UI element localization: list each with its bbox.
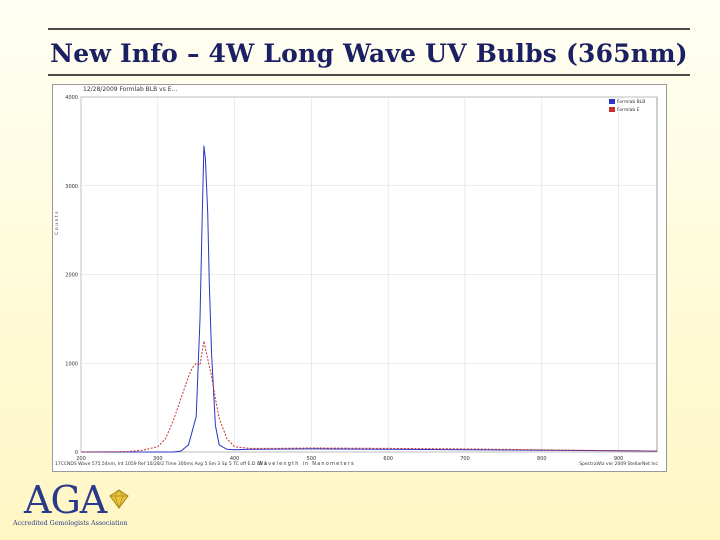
status-bar-left: 17CCNDS Wave 575.54nm, Int 1059 Ref 10/2… [55,462,268,467]
x-tick-label: 600 [383,456,393,462]
x-axis-label: Wavelength in Nanometers [258,461,355,467]
gem-icon [109,489,129,509]
screenshot-header: 12/28/2009 Formlab BLB vs E... [83,86,178,93]
y-tick-label: 4000 [65,95,78,101]
y-tick-label: 2000 [65,273,78,279]
slide-title: New Info – 4W Long Wave UV Bulbs (365nm) [50,39,688,68]
legend-swatch [609,99,615,104]
legend-swatch [609,107,615,112]
status-bar-right: SpectraWiz ver 2009 StellarNet Inc [579,462,658,467]
legend-label: Formlab BLB [617,99,645,105]
legend-label: Formlab E [617,107,640,113]
x-tick-label: 700 [460,456,470,462]
x-tick-label: 400 [230,456,240,462]
y-tick-label: 3000 [65,184,78,190]
logo-text: AGA [24,478,107,522]
series-line [81,145,658,453]
spectrum-plot: 200 300 400 500 600 700 800 900 0 1000 2000 3000 400… [65,95,658,462]
title-rule-top [48,28,690,30]
aga-logo: AGA Accredited Gemologists Association [8,478,158,536]
y-tick-label: 0 [75,450,78,456]
x-tick-label: 200 [76,456,86,462]
series-line [80,340,658,453]
x-tick-label: 800 [537,456,547,462]
x-tick-label: 900 [614,456,624,462]
y-tick-label: 1000 [65,361,78,367]
x-tick-label: 500 [307,456,317,462]
title-rule-bottom [48,74,690,76]
spectrum-screenshot: 12/28/2009 Formlab BLB vs E... Counts 20… [52,84,667,472]
x-tick-label: 300 [153,456,163,462]
logo-subtitle: Accredited Gemologists Association [13,520,128,527]
